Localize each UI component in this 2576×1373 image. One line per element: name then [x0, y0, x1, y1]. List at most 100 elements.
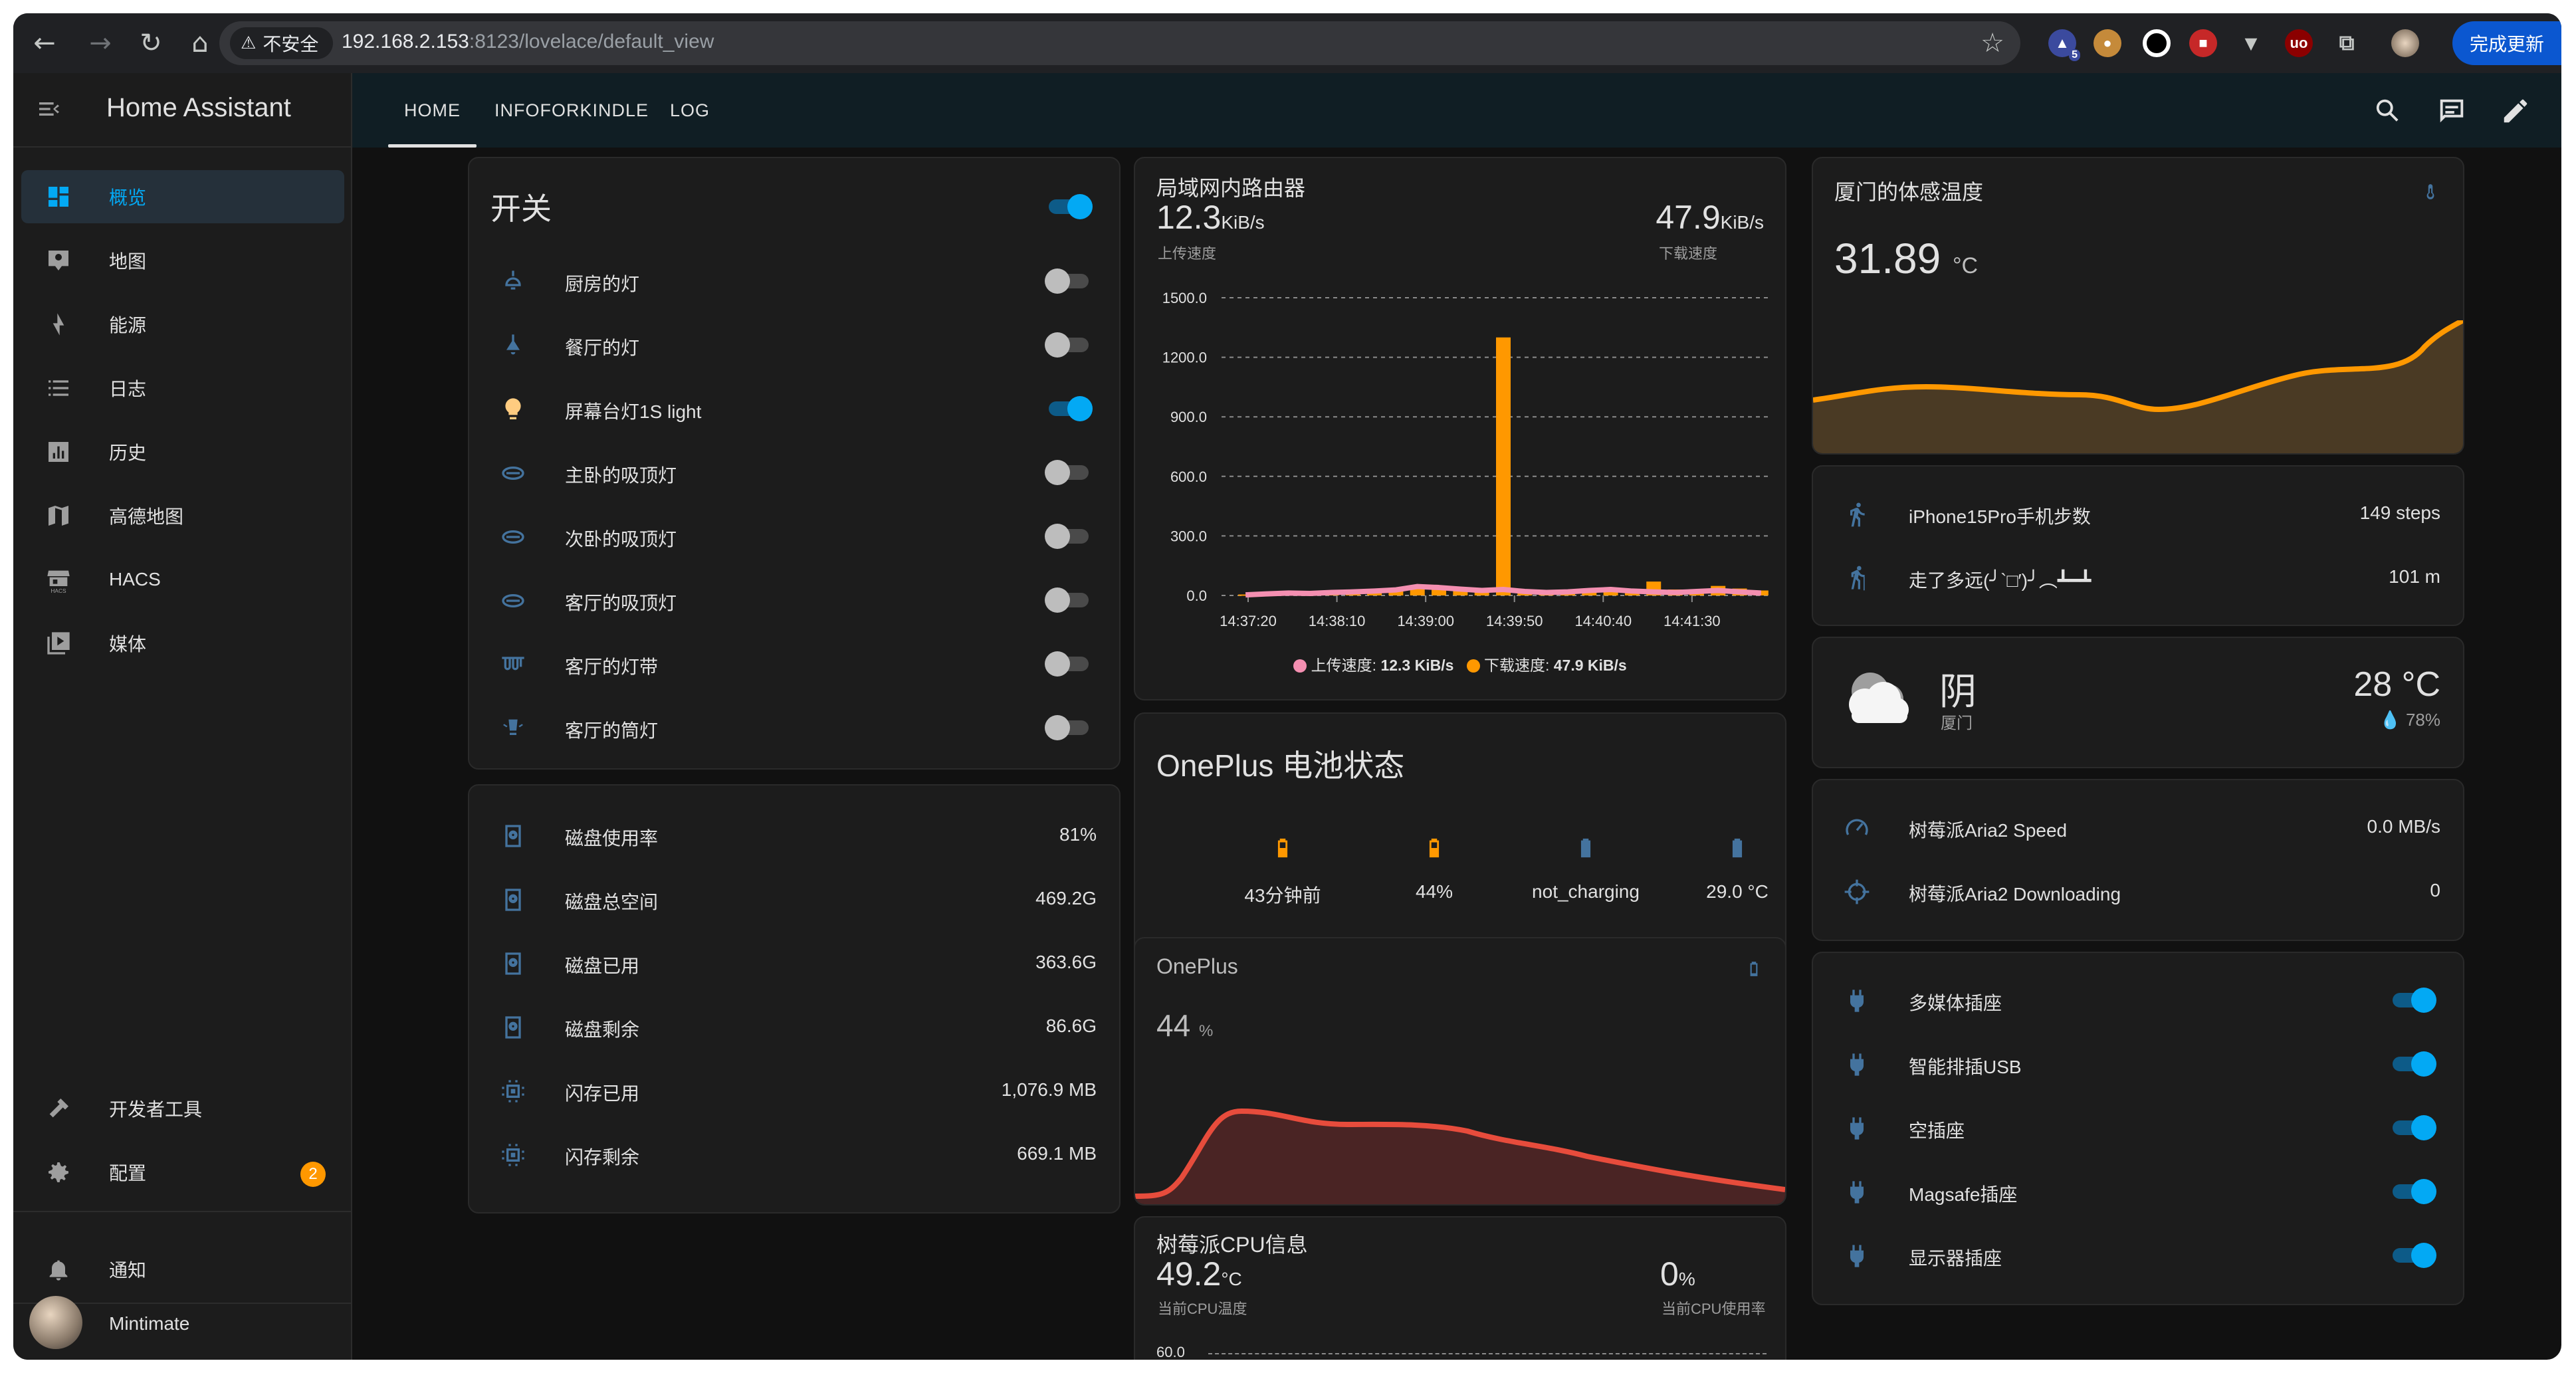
sidebar-item-history[interactable]: 历史 [21, 425, 344, 478]
oneplus-value-stat: 44 % [1156, 1007, 1213, 1043]
edit-pencil-icon[interactable] [2500, 96, 2531, 126]
home-icon[interactable]: ⌂ [191, 28, 209, 58]
master-toggle[interactable] [1045, 194, 1093, 219]
switch-toggle[interactable] [1045, 460, 1093, 485]
security-chip[interactable]: ⚠ 不安全 [230, 27, 334, 59]
sparkline-area [1813, 320, 2463, 453]
sidebar-item-media[interactable]: 媒体 [21, 617, 344, 670]
switch-toggle[interactable] [1045, 524, 1093, 549]
red-extension-icon[interactable]: ■ [2189, 29, 2217, 57]
sidebar-item-amap[interactable]: 高德地图 [21, 489, 344, 542]
card-title: OnePlus 电池状态 [1156, 748, 1405, 783]
vue-extension-icon[interactable]: ▼ [2240, 31, 2262, 55]
menu-icon[interactable] [36, 96, 62, 122]
battery-temperature[interactable]: 29.0 °C [1664, 833, 1785, 902]
address-bar[interactable]: ⚠ 不安全 192.168.2.153:8123/lovelace/defaul… [219, 21, 2020, 65]
sidebar-item-notifications[interactable]: 通知 [21, 1243, 344, 1296]
sidebar-item-settings[interactable]: 配置 2 [21, 1146, 344, 1199]
puzzle-extensions-icon[interactable]: ⧉ [2339, 31, 2355, 54]
plug-toggle[interactable] [2389, 1179, 2436, 1204]
back-icon[interactable]: ← [33, 28, 56, 58]
sensor-row[interactable]: 树莓派Aria2 Downloading 0 [1813, 860, 2463, 924]
url-path: :8123/lovelace/default_view [469, 31, 714, 53]
switch-toggle[interactable] [1045, 715, 1093, 740]
forward-icon[interactable]: → [89, 28, 112, 58]
sidebar-item-user[interactable]: Mintimate [21, 1283, 344, 1360]
extension-icon[interactable]: 5 ▲ [2048, 29, 2080, 61]
download-bar [1603, 589, 1618, 595]
spotlight-icon [503, 719, 523, 735]
sensor-row[interactable]: 磁盘使用率 81% [469, 804, 1119, 868]
plug-toggle[interactable] [2389, 1051, 2436, 1077]
sensor-name: 磁盘总空间 [565, 892, 659, 912]
plug-toggle[interactable] [2389, 1115, 2436, 1140]
upload-stat: 12.3KiB/s [1156, 198, 1265, 237]
cookie-extension-icon[interactable]: ● [2093, 29, 2121, 57]
sensor-row[interactable]: 磁盘剩余 86.6G [469, 996, 1119, 1059]
switch-name: 餐厅的灯 [565, 338, 640, 358]
sidebar-item-developer-tools[interactable]: 开发者工具 [21, 1082, 344, 1135]
switch-toggle[interactable] [1045, 332, 1093, 358]
oneplus-graph-card[interactable]: OnePlus 44 % [1135, 937, 1785, 1204]
switch-row: 客厅的筒灯 [469, 696, 1119, 760]
sensor-name: 磁盘剩余 [565, 1019, 640, 1040]
y-tick-label: 600.0 [1170, 469, 1207, 485]
circle-extension-icon[interactable] [2143, 29, 2171, 57]
sidebar-item-label: 通知 [109, 1260, 147, 1281]
list-icon [49, 380, 68, 396]
toggle-knob [2411, 1243, 2436, 1268]
battery-level[interactable]: 44% [1361, 833, 1507, 902]
tab-log[interactable]: LOG [670, 73, 710, 148]
sidebar-item-hacs[interactable]: HACS HACS [21, 553, 344, 606]
switch-toggle[interactable] [1045, 268, 1093, 294]
sidebar-item-energy[interactable]: 能源 [21, 298, 344, 351]
sidebar-item-logbook[interactable]: 日志 [21, 362, 344, 415]
bookmark-star-icon[interactable]: ☆ [1981, 28, 2004, 58]
battery-last-changed[interactable]: 43分钟前 [1210, 833, 1356, 908]
x-tick-label: 14:39:00 [1397, 613, 1454, 629]
memory-icon [502, 1080, 524, 1103]
sensor-row[interactable]: 树莓派Aria2 Speed 0.0 MB/s [1813, 796, 2463, 860]
sensor-row[interactable]: iPhone15Pro手机步数 149 steps [1813, 482, 2463, 546]
battery-charging-state[interactable]: not_charging [1513, 833, 1659, 902]
temperature-card[interactable]: 厦门的体感温度 31.89 °C [1812, 157, 2464, 455]
sidebar-item-overview[interactable]: 概览 [21, 170, 344, 223]
tab-infoforkindle[interactable]: INFOFORKINDLE [494, 73, 649, 148]
profile-avatar[interactable] [2391, 29, 2419, 57]
sensor-name: 树莓派Aria2 Downloading [1909, 884, 2121, 904]
sensor-row[interactable]: 闪存已用 1,076.9 MB [469, 1059, 1119, 1123]
cpu-temp-stat: 49.2°C [1156, 1255, 1242, 1293]
sensor-row[interactable]: 闪存剩余 669.1 MB [469, 1123, 1119, 1187]
y-tick-label: 900.0 [1170, 409, 1207, 425]
network-chart[interactable]: 1500.0 1200.0 900.0 600.0 300.0 0.0 14:37:20 14… [1135, 278, 1785, 637]
power-plug-icon [1850, 990, 1864, 1012]
sensor-name: 闪存已用 [565, 1083, 640, 1104]
harddisk-icon [505, 1016, 521, 1039]
switch-toggle[interactable] [1045, 587, 1093, 613]
y-tick-label: 1200.0 [1162, 350, 1207, 366]
oneplus-unit: % [1198, 1022, 1214, 1040]
water-drop-icon: 💧 [2379, 710, 2401, 730]
dashboard-header: HOME INFOFORKINDLE LOG [352, 73, 2561, 148]
cpu-chart-ytick: 60.0 [1156, 1344, 1185, 1360]
reload-icon[interactable]: ↻ [140, 28, 162, 58]
sidebar-item-map[interactable]: 地图 [21, 234, 344, 287]
switch-row: 智能排插USB [1813, 1033, 2463, 1097]
switch-toggle[interactable] [1045, 651, 1093, 677]
sensor-row[interactable]: 磁盘总空间 469.2G [469, 868, 1119, 932]
battery-icon [1429, 838, 1440, 858]
update-button[interactable]: 完成更新 ⋮ [2452, 21, 2561, 65]
plug-toggle[interactable] [2389, 1243, 2436, 1268]
weather-card[interactable]: 阴 厦门 28 °C 💧 78% [1812, 637, 2464, 768]
url-text[interactable]: 192.168.2.153:8123/lovelace/default_view [342, 31, 714, 53]
temperature-stat: 31.89 °C [1834, 234, 1978, 283]
sensor-row[interactable]: 走了多远(╯`□′)╯︵┻━┻ 101 m [1813, 546, 2463, 610]
crosshairs-icon [1844, 879, 1870, 904]
search-icon[interactable] [2373, 96, 2403, 126]
assist-chat-icon[interactable] [2436, 96, 2467, 126]
switch-toggle[interactable] [1045, 396, 1093, 421]
tab-home[interactable]: HOME [388, 73, 477, 148]
plug-toggle[interactable] [2389, 988, 2436, 1013]
ublock-icon[interactable]: uo [2285, 29, 2313, 57]
sensor-row[interactable]: 磁盘已用 363.6G [469, 932, 1119, 996]
